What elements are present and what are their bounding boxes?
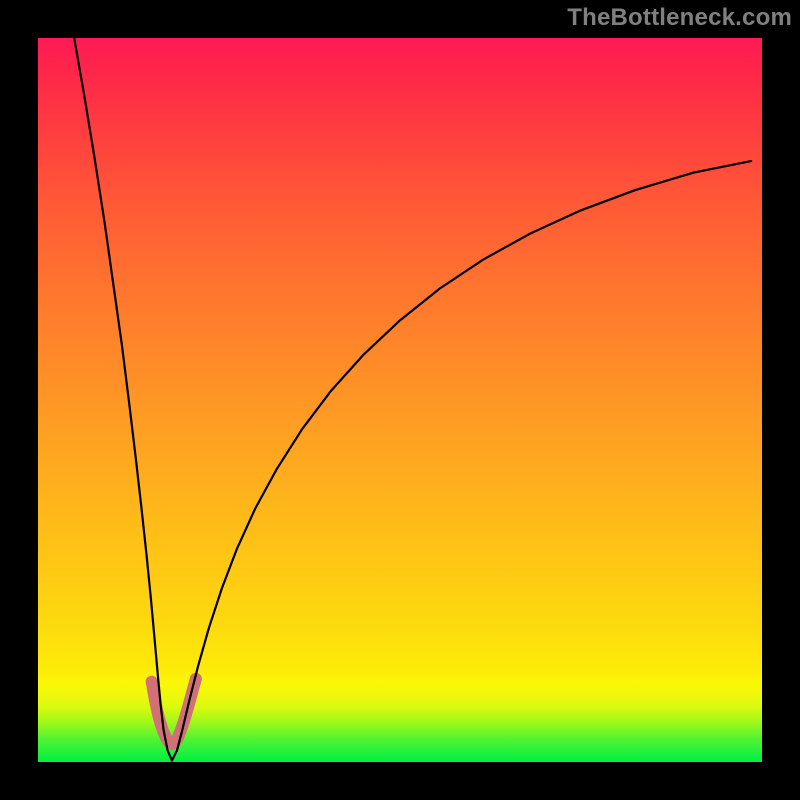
plot-background-gradient — [38, 38, 762, 762]
bottleneck-chart — [0, 0, 800, 800]
stage: TheBottleneck.com — [0, 0, 800, 800]
watermark-text: TheBottleneck.com — [567, 4, 792, 32]
